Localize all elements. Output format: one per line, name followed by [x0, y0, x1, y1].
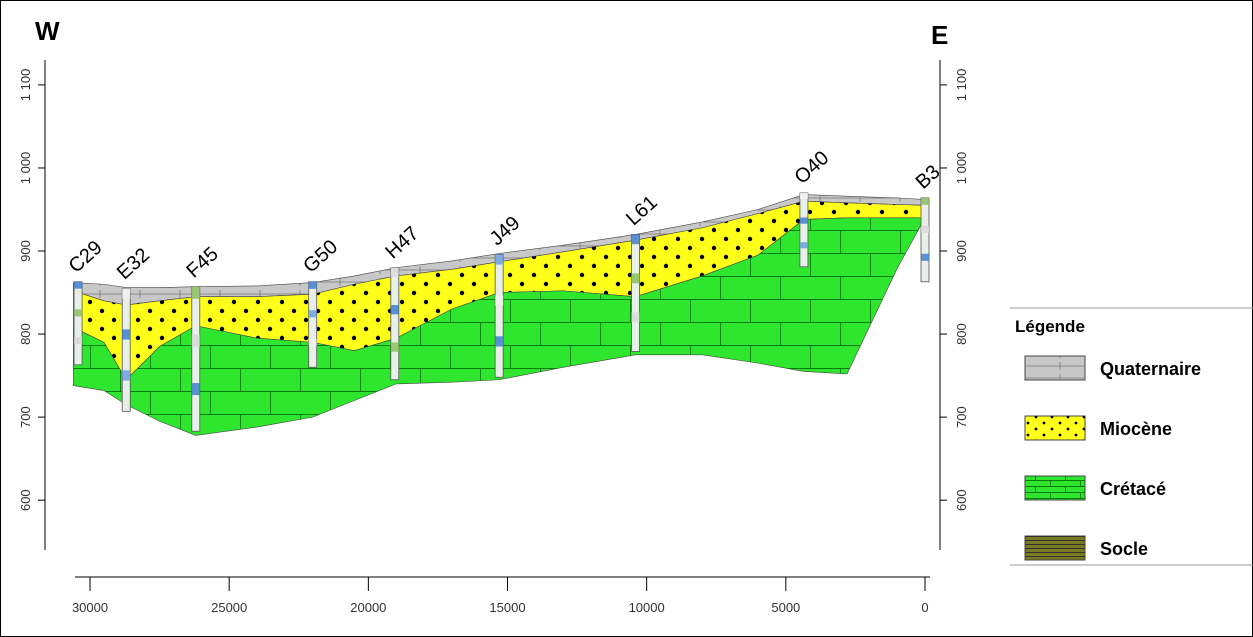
x-tick-label: 15000: [489, 600, 525, 615]
well-segment: [308, 338, 317, 346]
well-segment: [631, 312, 640, 323]
well-segment: [799, 242, 808, 249]
well: [191, 286, 201, 432]
well-segment: [191, 334, 200, 347]
well-segment: [495, 254, 504, 265]
y2-tick-label: 900: [954, 240, 969, 262]
well-label: E32: [113, 244, 154, 284]
well-segment: [122, 329, 131, 340]
y-tick-label: 600: [18, 489, 33, 511]
well: [390, 267, 400, 381]
well-segment: [920, 253, 929, 261]
well-label: F45: [182, 243, 222, 282]
well-segment: [920, 225, 929, 233]
well-label: J49: [486, 212, 525, 250]
well-segment: [308, 310, 317, 318]
legend-label: Miocène: [1100, 419, 1172, 439]
well-label: H47: [381, 222, 423, 263]
well: [73, 281, 83, 366]
well-label: C29: [65, 237, 107, 278]
legend: Légende Quaternaire Miocène Crétacé Socle: [1010, 307, 1253, 566]
y2-tick-label: 700: [954, 406, 969, 428]
legend-texture: [1025, 476, 1085, 500]
well-segment: [308, 281, 317, 289]
legend-texture: [1025, 416, 1085, 440]
east-label: E: [931, 20, 948, 50]
well-segment: [495, 336, 504, 347]
unit-texture: [73, 194, 925, 305]
x-tick-label: 20000: [350, 600, 386, 615]
y2-tick-label: 800: [954, 323, 969, 345]
y-tick-label: 900: [18, 240, 33, 262]
x-tick-label: 5000: [771, 600, 800, 615]
well-segment: [74, 281, 83, 289]
well-segment: [390, 305, 399, 315]
y-tick-label: 1 000: [18, 152, 33, 185]
y2-tick-label: 600: [954, 489, 969, 511]
y2-tick-label: 1 000: [954, 152, 969, 185]
axes: 600 600 700 700 800 800 900 900 1 000 1 000 1 100 1…: [18, 60, 969, 615]
well-segment: [495, 295, 504, 306]
y-tick-label: 800: [18, 323, 33, 345]
legend-label: Socle: [1100, 539, 1148, 559]
well: [920, 197, 930, 283]
x-tick-label: 10000: [629, 600, 665, 615]
well-segment: [74, 337, 83, 345]
x-tick-label: 0: [921, 600, 928, 615]
well-segment: [799, 192, 808, 200]
y-tick-label: 1 100: [18, 69, 33, 102]
well-segment: [122, 288, 131, 299]
well-segment: [390, 267, 399, 277]
legend-texture: [1025, 356, 1085, 380]
y2-tick-label: 1 100: [954, 69, 969, 102]
west-label: W: [35, 16, 60, 46]
y-tick-label: 700: [18, 406, 33, 428]
x-tick-label: 30000: [72, 600, 108, 615]
well: [631, 234, 640, 352]
x-tick-label: 25000: [211, 600, 247, 615]
well: [494, 253, 504, 378]
well-label: G50: [299, 236, 342, 278]
well: [121, 287, 131, 412]
well-segment: [191, 383, 200, 396]
legend-title: Légende: [1015, 317, 1085, 336]
well-segment: [631, 273, 640, 284]
well: [799, 192, 809, 268]
well-segment: [920, 197, 929, 205]
well-segment: [74, 309, 83, 317]
legend-label: Quaternaire: [1100, 359, 1201, 379]
well-segment: [799, 217, 808, 224]
well-segment: [631, 234, 640, 245]
legend-label: Crétacé: [1100, 479, 1166, 499]
well: [308, 281, 318, 368]
well-label: L61: [622, 191, 662, 230]
legend-texture: [1025, 536, 1085, 560]
well-segment: [191, 286, 200, 299]
well-label: O40: [791, 147, 834, 189]
well-segment: [122, 370, 131, 381]
well-segment: [390, 342, 399, 352]
